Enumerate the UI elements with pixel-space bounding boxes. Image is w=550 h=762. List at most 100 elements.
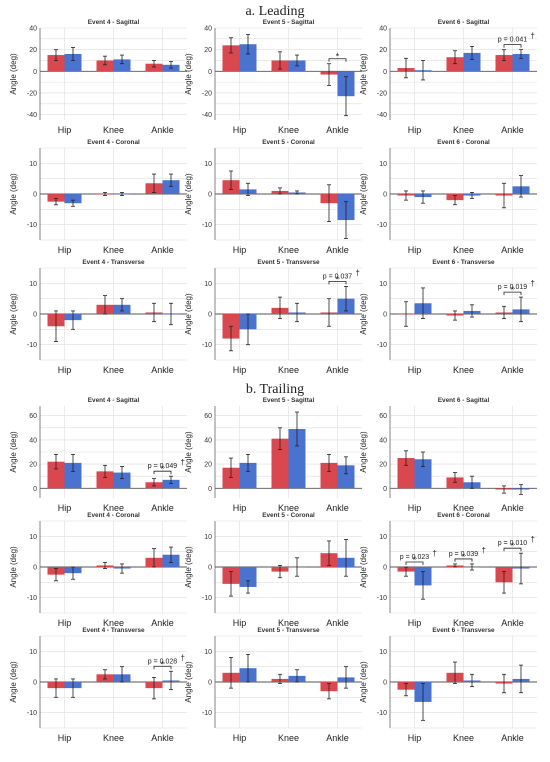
y-axis-label: Angle (deg): [359, 661, 368, 703]
y-tick-label: 0: [33, 565, 37, 572]
bar-blue: [239, 462, 257, 489]
panel-title: Event 6 - Sagittal: [438, 19, 490, 26]
y-tick-label: 10: [29, 649, 37, 656]
y-tick-label: 0: [383, 565, 387, 572]
category-label: Knee: [278, 503, 299, 513]
y-axis-label: Angle (deg): [184, 173, 193, 215]
category-label: Ankle: [501, 733, 524, 743]
y-tick-label: -10: [202, 710, 212, 717]
bar-red: [47, 55, 65, 72]
category-label: Hip: [408, 503, 422, 513]
y-tick-label: 40: [29, 26, 37, 33]
category-label: Knee: [278, 365, 299, 375]
category-label: Hip: [408, 125, 422, 135]
category-label: Ankle: [151, 245, 174, 255]
y-tick-label: 0: [33, 69, 37, 76]
bar-red: [96, 60, 114, 72]
chart-panel: Event 6 - Sagittal -40 -20 0 20 40 Angle (deg)…: [359, 19, 537, 135]
y-tick-label: 20: [204, 462, 212, 469]
category-label: Ankle: [501, 125, 524, 135]
y-axis-label: Angle (deg): [359, 293, 368, 335]
category-label: Hip: [233, 125, 247, 135]
category-label: Hip: [408, 618, 422, 628]
category-label: Knee: [103, 125, 124, 135]
y-tick-label: 10: [204, 161, 212, 168]
chart-panel: Event 4 - Coronal -10 0 10 Angle (deg) Hip Kne…: [9, 512, 187, 628]
chart-panel: Event 6 - Sagittal 0 20 40 60 Angle (deg) Hip K…: [359, 397, 537, 513]
dagger-mark: †: [482, 546, 486, 555]
bar-blue: [512, 53, 530, 72]
y-tick-label: 0: [208, 69, 212, 76]
chart-panel: Event 5 - Coronal -10 0 10 Angle (deg) Hip Kne…: [184, 139, 362, 255]
p-value-label: p = 0.049: [148, 463, 177, 470]
category-label: Ankle: [151, 365, 174, 375]
category-label: Knee: [278, 125, 299, 135]
p-value-label: p = 0.041: [498, 37, 527, 44]
category-label: Ankle: [151, 733, 174, 743]
category-label: Knee: [103, 618, 124, 628]
dagger-mark: †: [531, 535, 535, 544]
y-tick-label: -10: [377, 710, 387, 717]
panel-title: Event 6 - Coronal: [437, 512, 490, 519]
bar-blue: [288, 429, 306, 489]
y-tick-label: 40: [204, 437, 212, 444]
category-label: Ankle: [326, 503, 349, 513]
category-label: Hip: [58, 618, 72, 628]
category-label: Ankle: [326, 618, 349, 628]
y-tick-label: 0: [208, 312, 212, 319]
section-title-trailing: b. Trailing: [246, 382, 304, 397]
y-tick-label: 0: [383, 69, 387, 76]
significance-bracket: [454, 558, 473, 562]
y-tick-label: -10: [27, 342, 37, 349]
y-tick-label: -40: [377, 112, 387, 119]
panel-title: Event 6 - Sagittal: [438, 397, 490, 404]
chart-panel: Event 4 - Sagittal 0 20 40 60 Angle (deg) Hip K…: [9, 397, 187, 513]
category-label: Ankle: [151, 503, 174, 513]
category-label: Knee: [278, 733, 299, 743]
category-label: Ankle: [326, 125, 349, 135]
y-axis-label: Angle (deg): [359, 546, 368, 588]
y-tick-label: 0: [33, 192, 37, 199]
chart-panel: Event 5 - Sagittal 0 20 40 60 Angle (deg) Hip K…: [184, 397, 362, 513]
category-label: Knee: [453, 618, 474, 628]
p-value-label: p = 0.037: [323, 273, 352, 280]
bar-red: [495, 55, 513, 72]
y-tick-label: -10: [202, 222, 212, 229]
y-tick-label: -20: [202, 90, 212, 97]
significance-star: *: [462, 552, 466, 562]
bar-red: [47, 194, 65, 202]
chart-panel: Event 5 - Transverse -10 0 10 Angle (deg) Hip…: [184, 259, 362, 375]
category-label: Ankle: [326, 733, 349, 743]
significance-star: *: [161, 464, 165, 474]
y-tick-label: -10: [27, 595, 37, 602]
chart-panel: Event 5 - Transverse -10 0 10 Angle (deg) Hip…: [184, 627, 362, 743]
dagger-mark: †: [433, 549, 437, 558]
bar-blue: [463, 52, 481, 72]
y-tick-label: -20: [27, 90, 37, 97]
y-tick-label: 10: [379, 161, 387, 168]
category-label: Ankle: [326, 245, 349, 255]
significance-bracket: [503, 44, 522, 48]
category-label: Hip: [58, 125, 72, 135]
bar-blue: [64, 462, 82, 489]
category-label: Hip: [58, 365, 72, 375]
y-tick-label: -10: [377, 342, 387, 349]
y-tick-label: -20: [377, 90, 387, 97]
y-tick-label: -40: [27, 112, 37, 119]
y-tick-label: -10: [27, 710, 37, 717]
category-label: Knee: [103, 245, 124, 255]
category-label: Hip: [58, 245, 72, 255]
category-label: Hip: [58, 733, 72, 743]
panel-title: Event 4 - Sagittal: [88, 397, 140, 404]
category-label: Knee: [103, 733, 124, 743]
bar-blue: [64, 194, 82, 204]
chart-panel: Event 4 - Sagittal -40 -20 0 20 40 Angle (deg)…: [9, 19, 187, 135]
category-label: Hip: [233, 503, 247, 513]
y-tick-label: 0: [383, 312, 387, 319]
y-axis-label: Angle (deg): [9, 546, 18, 588]
bar-red: [145, 63, 163, 72]
category-label: Knee: [453, 125, 474, 135]
y-tick-label: 10: [29, 534, 37, 541]
y-axis-label: Angle (deg): [184, 53, 193, 95]
